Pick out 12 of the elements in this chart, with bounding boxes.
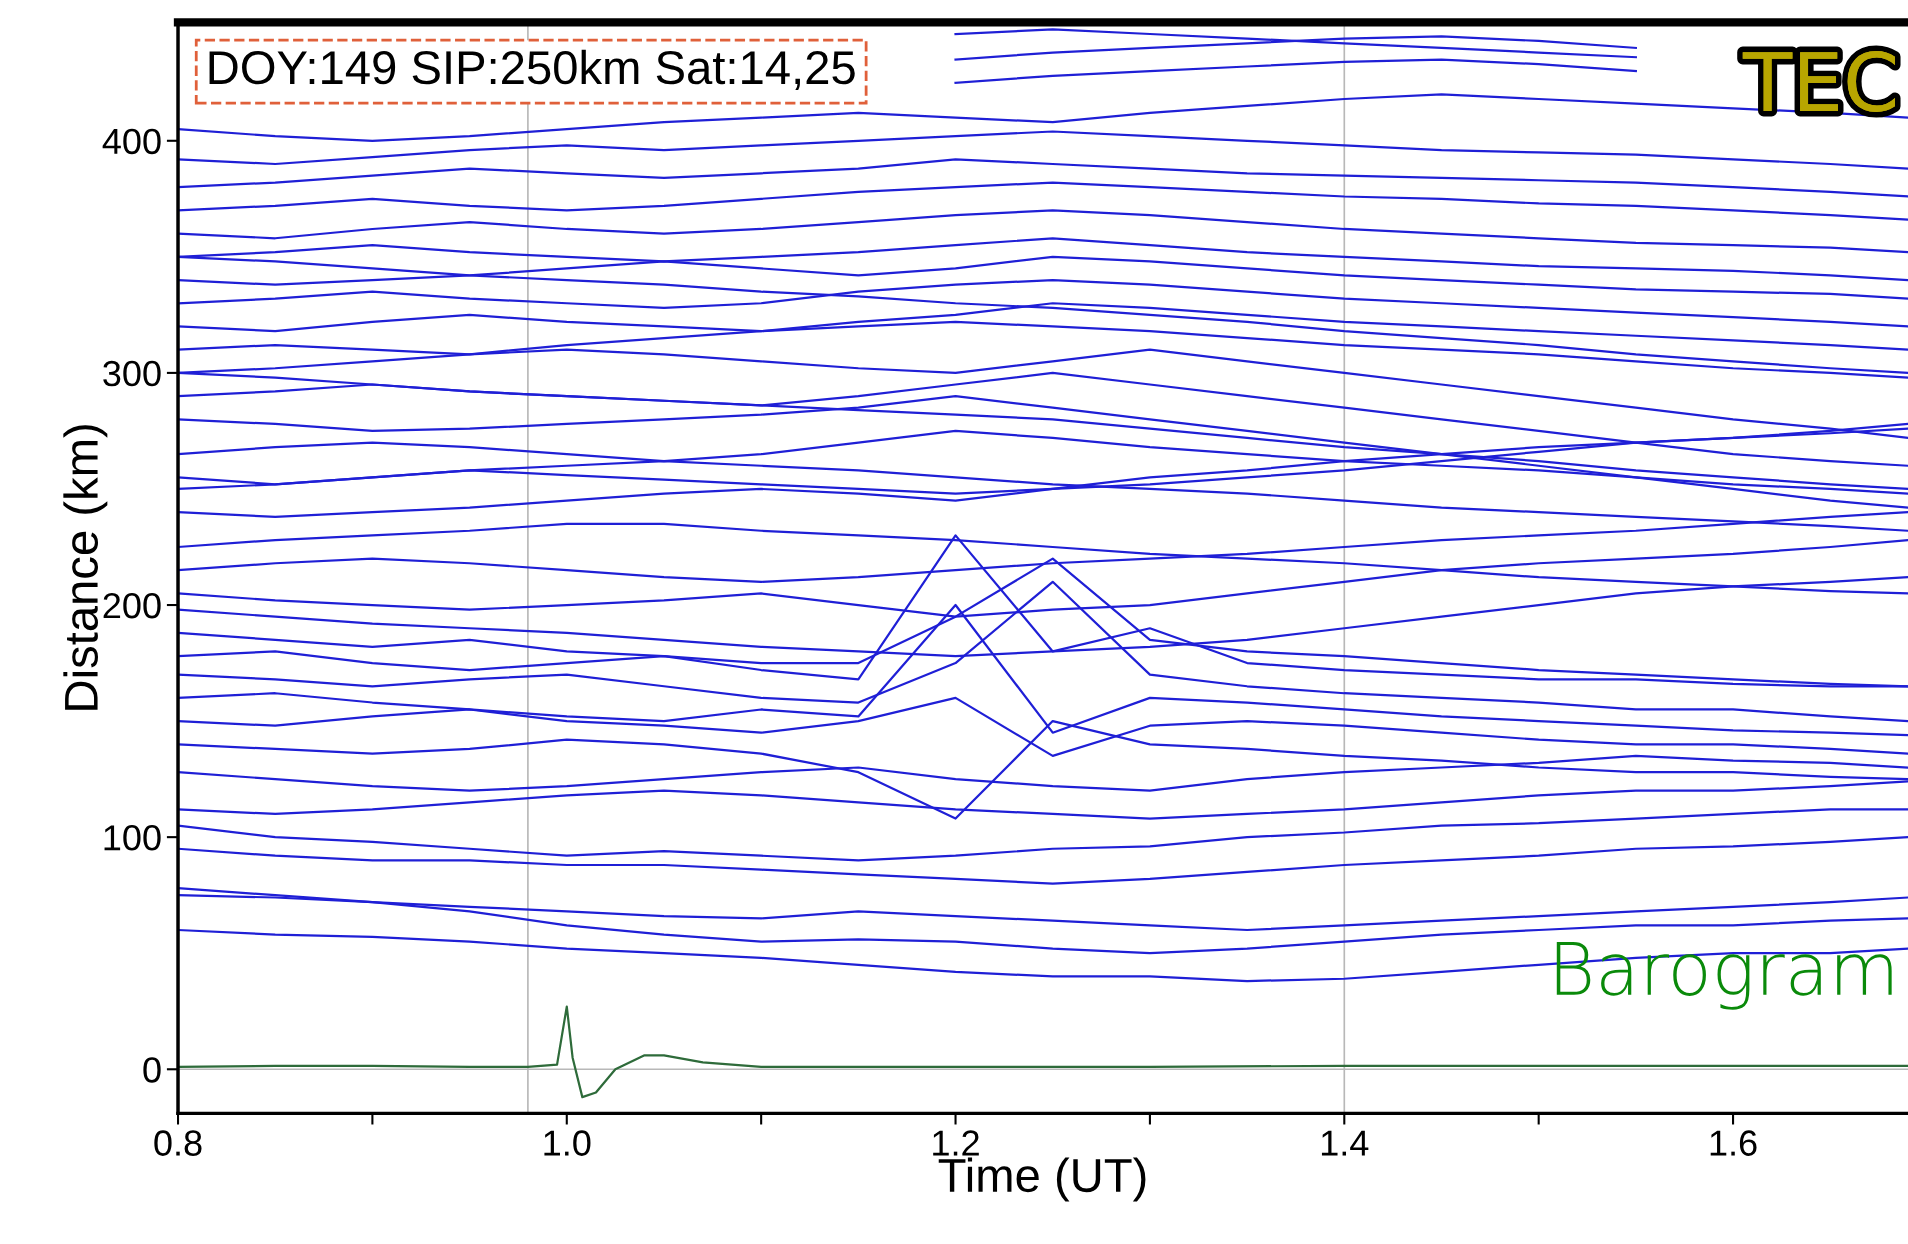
x-tick-label: 1.4: [1321, 1130, 1369, 1156]
series-label: Barogram: [1556, 942, 1892, 1010]
y-tick-label: 0: [143, 1057, 161, 1083]
x-tick-label: 1.6: [1710, 1130, 1757, 1156]
x-axis-title: Time (UT): [938, 1157, 1146, 1202]
y-tick-label: 300: [103, 360, 161, 387]
x-tick-label: 1.2: [933, 1130, 979, 1156]
annotation: DOY:149 SIP:250km Sat:14,25: [209, 49, 855, 90]
y-tick-label: 400: [102, 128, 161, 155]
x-tick-label: 1.0: [544, 1130, 591, 1156]
x-tick-label: 0.8: [154, 1130, 202, 1156]
y-tick-label: 100: [104, 825, 161, 851]
